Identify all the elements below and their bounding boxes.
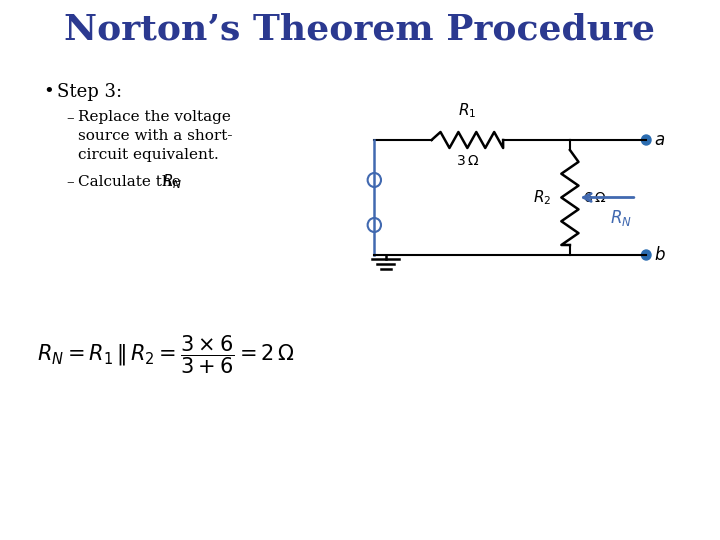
Circle shape xyxy=(642,135,651,145)
Text: •: • xyxy=(43,83,54,101)
Text: $a$: $a$ xyxy=(654,131,665,149)
Text: –: – xyxy=(66,175,73,189)
Text: $R_N = R_1\,\|\,R_2 = \dfrac{3\times6}{3+6} = 2\,\Omega$: $R_N = R_1\,\|\,R_2 = \dfrac{3\times6}{3… xyxy=(37,334,295,376)
Text: $b$: $b$ xyxy=(654,246,666,264)
Text: $6\,\Omega$: $6\,\Omega$ xyxy=(583,191,606,205)
Text: $R_N$: $R_N$ xyxy=(611,207,632,227)
Text: –: – xyxy=(66,111,73,125)
Text: $R_2$: $R_2$ xyxy=(533,188,551,207)
Circle shape xyxy=(642,250,651,260)
Text: Calculate the: Calculate the xyxy=(78,175,185,189)
Text: Replace the voltage
source with a short-
circuit equivalent.: Replace the voltage source with a short-… xyxy=(78,110,232,162)
Text: Step 3:: Step 3: xyxy=(57,83,122,101)
Text: Norton’s Theorem Procedure: Norton’s Theorem Procedure xyxy=(65,13,655,47)
Text: $R_1$: $R_1$ xyxy=(458,102,477,120)
Text: $R_N$: $R_N$ xyxy=(161,173,181,191)
Text: $3\,\Omega$: $3\,\Omega$ xyxy=(456,154,479,168)
